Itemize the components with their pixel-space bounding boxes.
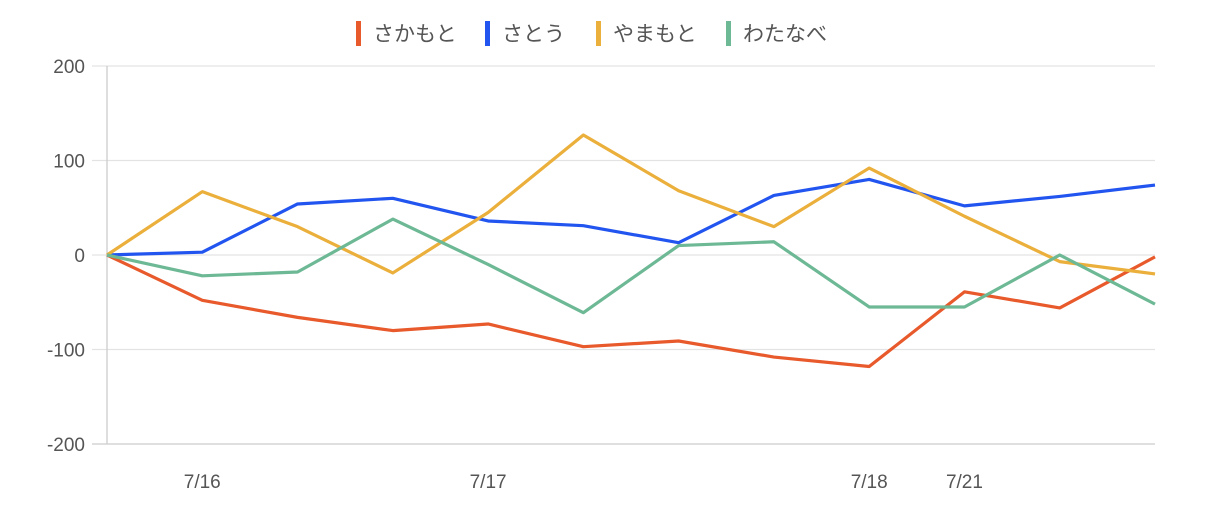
legend-label[interactable]: さとう — [502, 23, 565, 46]
series-lines — [106, 133, 1156, 369]
legend-label[interactable]: やまもと — [613, 23, 697, 46]
x-tick-label: 7/17 — [470, 472, 507, 493]
x-tick-label: 7/18 — [851, 472, 888, 493]
y-tick-label: -200 — [47, 435, 85, 456]
legend-label[interactable]: わたなべ — [743, 23, 827, 46]
y-tick-label: 100 — [53, 152, 85, 173]
legend-swatch — [485, 21, 490, 46]
series-line-3 — [106, 133, 1156, 276]
legend: さかもと さとう やまもと わたなべ — [356, 21, 827, 46]
legend-label[interactable]: さかもと — [373, 23, 457, 46]
x-tick-label: 7/21 — [946, 472, 983, 493]
y-tick-label: 200 — [53, 57, 85, 78]
x-axis-ticks: 7/16 7/17 7/18 7/21 — [184, 472, 983, 493]
legend-swatch — [726, 21, 731, 46]
gridlines — [92, 65, 1155, 445]
series-line-1 — [106, 253, 1156, 369]
y-tick-label: 0 — [74, 246, 85, 267]
series-line-2 — [106, 177, 1156, 257]
legend-swatch — [356, 21, 361, 46]
x-tick-label: 7/16 — [184, 472, 221, 493]
y-axis-ticks: 200 100 0 -100 -200 — [47, 57, 85, 456]
series-line-4 — [106, 217, 1156, 315]
y-tick-label: -100 — [47, 341, 85, 362]
legend-swatch — [596, 21, 601, 46]
